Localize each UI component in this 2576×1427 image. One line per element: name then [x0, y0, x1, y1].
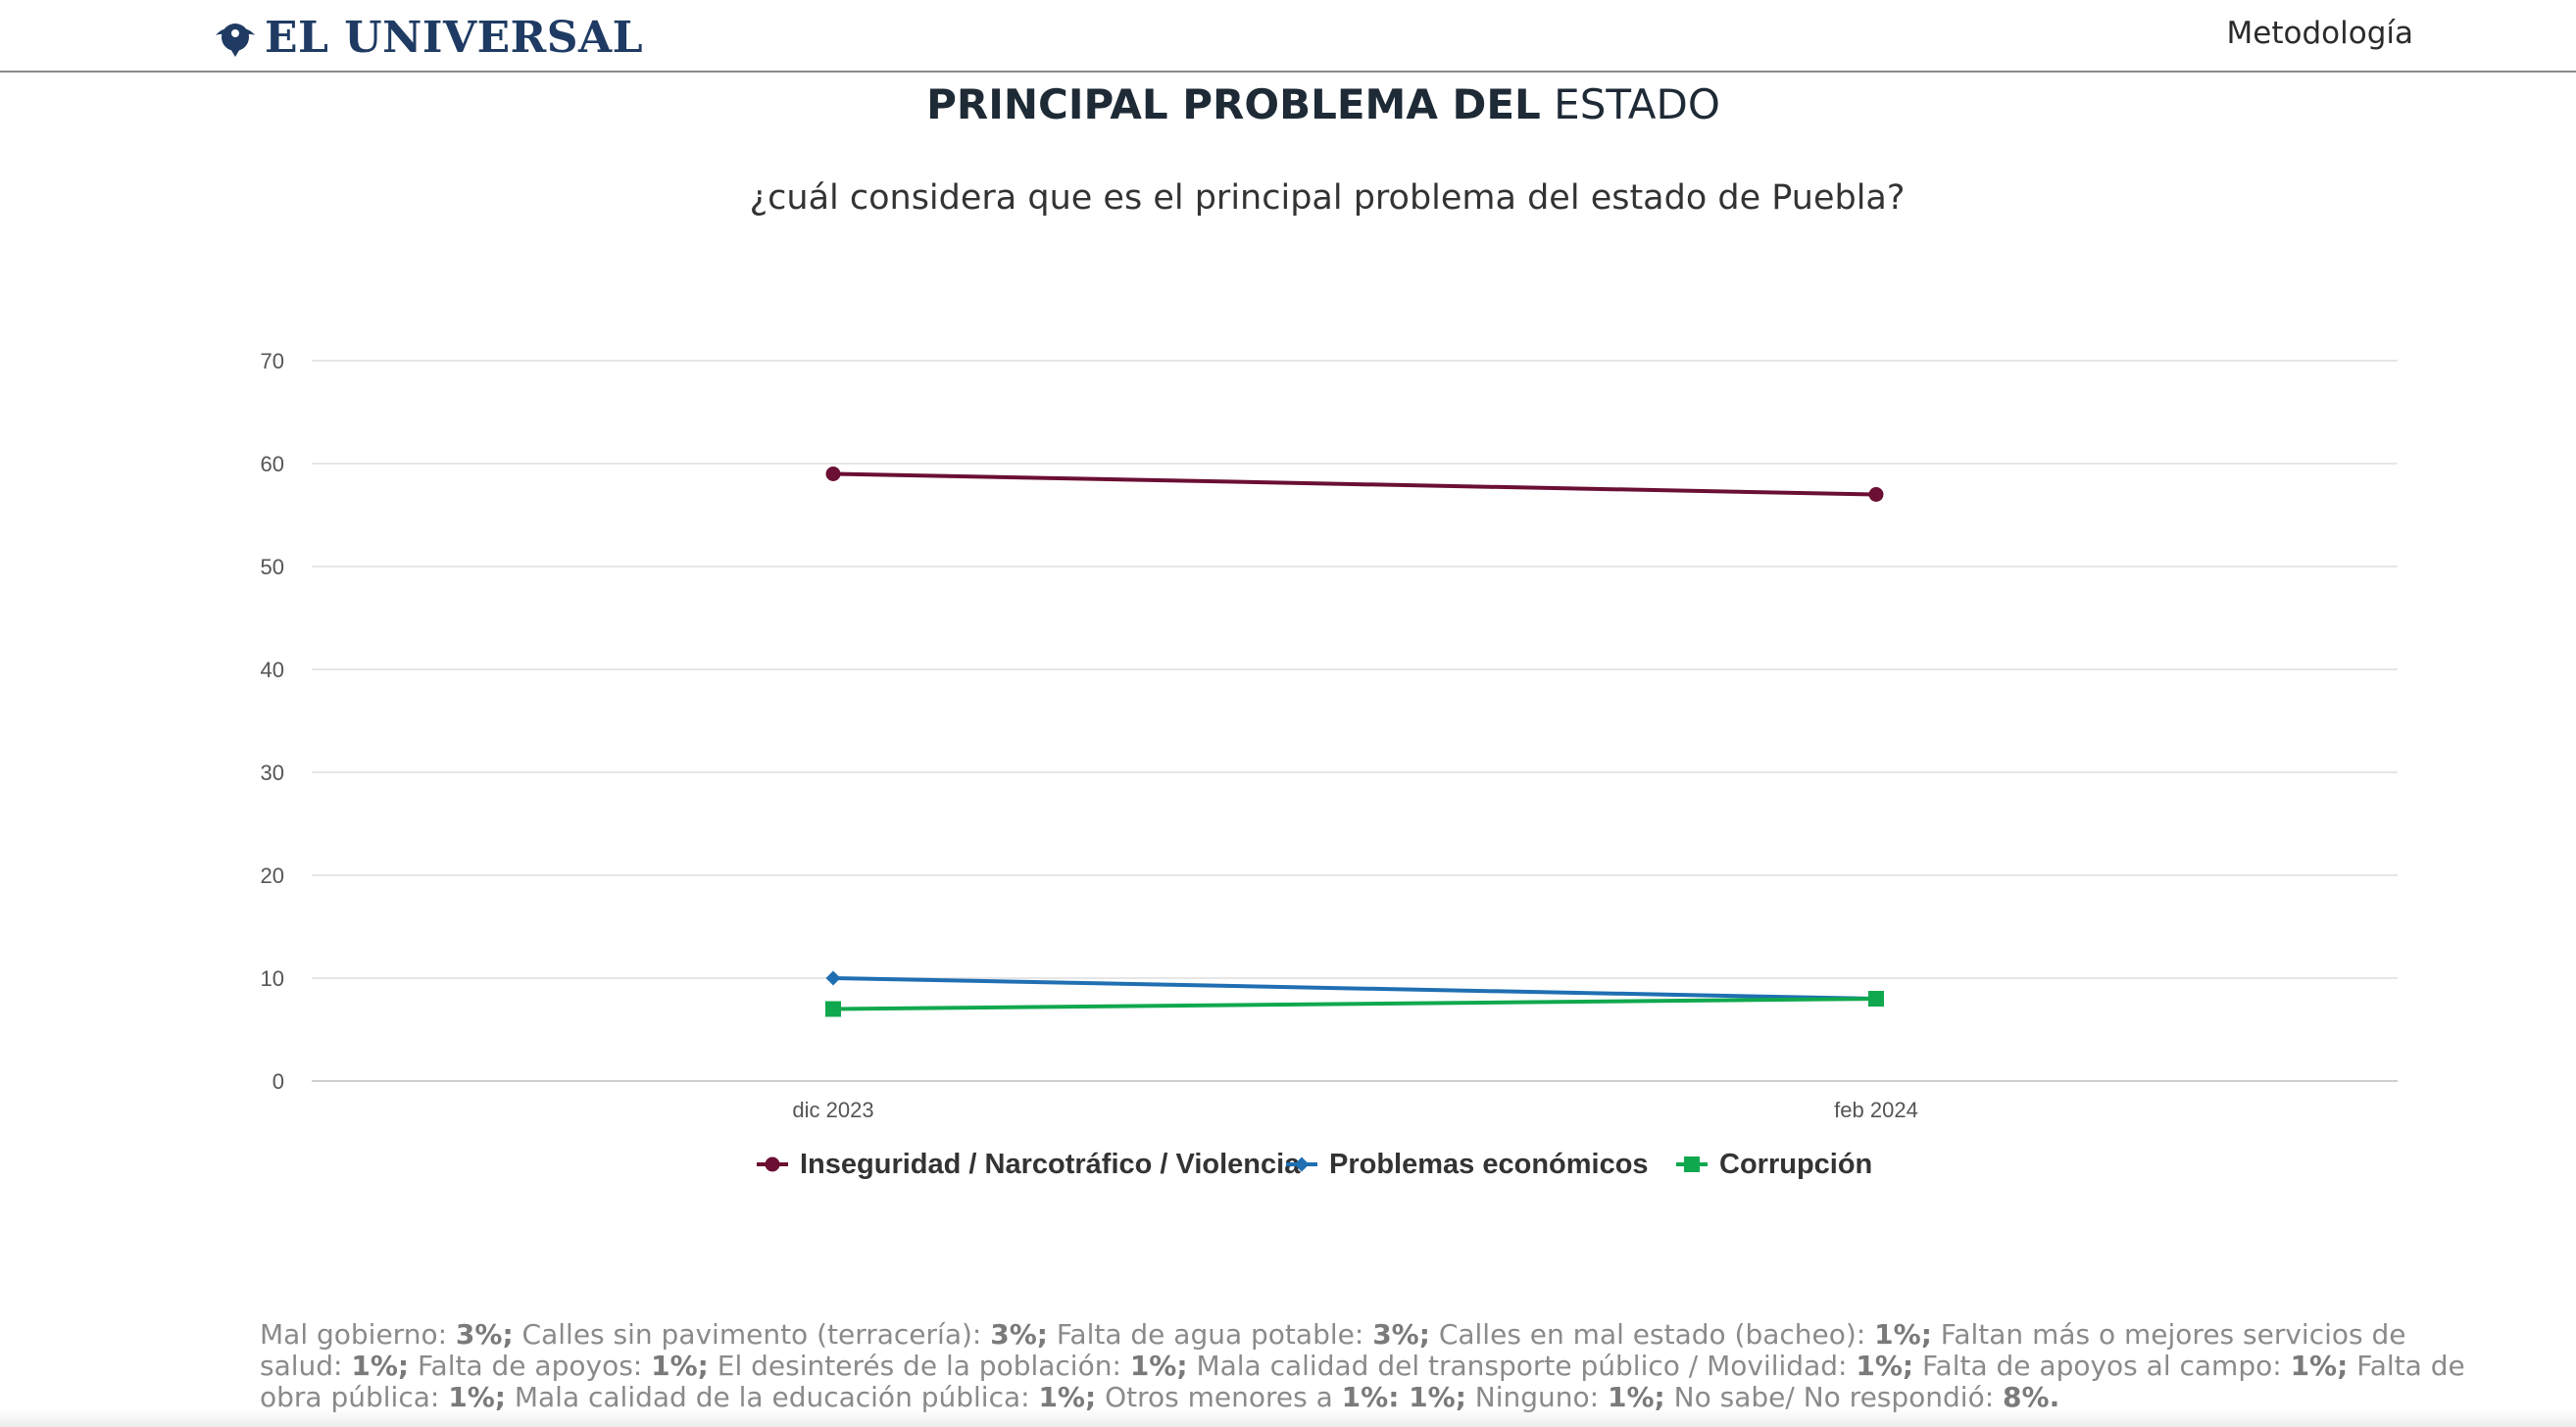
footnote-label: Ninguno:	[1465, 1381, 1608, 1413]
chart-title: PRINCIPAL PROBLEMA DEL ESTADO	[0, 80, 2576, 128]
y-tick-label: 10	[261, 966, 284, 991]
eagle-logo-icon	[216, 24, 255, 57]
footnote-label: Otros menores a	[1096, 1381, 1342, 1413]
x-tick-label: dic 2023	[792, 1098, 873, 1122]
footnote-label: Falta de apoyos:	[409, 1350, 652, 1382]
footnote-label: Mala calidad de la educación pública:	[505, 1381, 1039, 1413]
y-tick-label: 70	[261, 349, 284, 373]
y-tick-label: 50	[261, 555, 284, 579]
footnote-value: 8%.	[2003, 1381, 2060, 1413]
legend-marker	[1294, 1156, 1310, 1172]
footnote-label: Faltan más o mejores servicios de salud:	[260, 1318, 2406, 1382]
y-tick-label: 0	[272, 1069, 284, 1094]
legend-label: Inseguridad / Narcotráfico / Violencia	[800, 1149, 1301, 1180]
footnote-value: 1%;	[651, 1350, 709, 1382]
footnote-label: Falta de apoyos al campo:	[1913, 1350, 2291, 1382]
series-1-point	[825, 467, 841, 481]
metodologia-link[interactable]: Metodología	[2226, 16, 2413, 51]
legend-marker	[765, 1156, 780, 1172]
footnote-value: 1%;	[1129, 1350, 1188, 1382]
x-tick-label: feb 2024	[1834, 1098, 1918, 1122]
legend-item-3[interactable]: Corrupción	[1676, 1149, 1872, 1180]
legend-label: Problemas económicos	[1329, 1149, 1649, 1180]
chart-title-light: ESTADO	[1554, 80, 1720, 128]
bottom-shade	[0, 1409, 2576, 1427]
legend-item-1[interactable]: Inseguridad / Narcotráfico / Violencia	[757, 1149, 1301, 1180]
y-tick-label: 60	[261, 452, 284, 476]
series-line-1	[832, 471, 1877, 497]
top-bar: EL UNIVERSAL Metodología	[0, 0, 2576, 73]
legend-marker	[1684, 1156, 1700, 1172]
footnote-label: Mala calidad del transporte público / Mo…	[1187, 1350, 1857, 1382]
series-line-2	[832, 976, 1877, 1001]
footnote-value: 1%;	[1608, 1381, 1665, 1413]
series-2-point	[825, 970, 841, 986]
series-3-point	[1868, 991, 1884, 1007]
series-1-point	[1868, 487, 1884, 502]
series-line-3	[832, 997, 1877, 1011]
y-tick-label: 40	[261, 658, 284, 682]
footnote-value: 1%;	[448, 1381, 506, 1413]
footnote-text: Mal gobierno: 3%; Calles sin pavimento (…	[260, 1319, 2475, 1413]
y-tick-label: 30	[261, 761, 284, 785]
footnote-value: 1%: 1%;	[1341, 1381, 1466, 1413]
footnote-label: Mal gobierno:	[260, 1318, 456, 1351]
footnote-value: 1%;	[1856, 1350, 1914, 1382]
footnote-label: Calles sin pavimento (terracería):	[513, 1318, 991, 1351]
legend-label: Corrupción	[1719, 1149, 1872, 1180]
footnote-value: 3%;	[455, 1318, 514, 1351]
legend-item-2[interactable]: Problemas económicos	[1286, 1149, 1649, 1180]
footnote-value: 3%;	[1372, 1318, 1430, 1351]
logo[interactable]: EL UNIVERSAL	[212, 8, 643, 67]
footnote-value: 1%;	[2290, 1350, 2349, 1382]
chart-title-bold: PRINCIPAL PROBLEMA DEL	[926, 80, 1541, 128]
footnote-value: 1%;	[351, 1350, 410, 1382]
line-chart: 0 10 20 30 40 50 60 70 dic 2023 feb 2024 Insegurid…	[261, 349, 2398, 1180]
footnote-value: 1%;	[1874, 1318, 1932, 1351]
chart-subtitle: ¿cuál considera que es el principal prob…	[749, 178, 1906, 218]
y-tick-label: 20	[261, 863, 284, 888]
footnote-label: No sabe/ No respondió:	[1664, 1381, 2004, 1413]
footnote-value: 1%;	[1038, 1381, 1097, 1413]
footnote-label: Falta de obra pública:	[260, 1350, 2465, 1413]
footnote-label: Calles en mal estado (bacheo):	[1429, 1318, 1875, 1351]
footnote-label: Falta de agua potable:	[1047, 1318, 1373, 1351]
series-3-point	[825, 1001, 841, 1017]
logo-text: EL UNIVERSAL	[265, 12, 644, 63]
footnote-label: El desinterés de la población:	[708, 1350, 1130, 1382]
footnote-value: 3%;	[990, 1318, 1048, 1351]
